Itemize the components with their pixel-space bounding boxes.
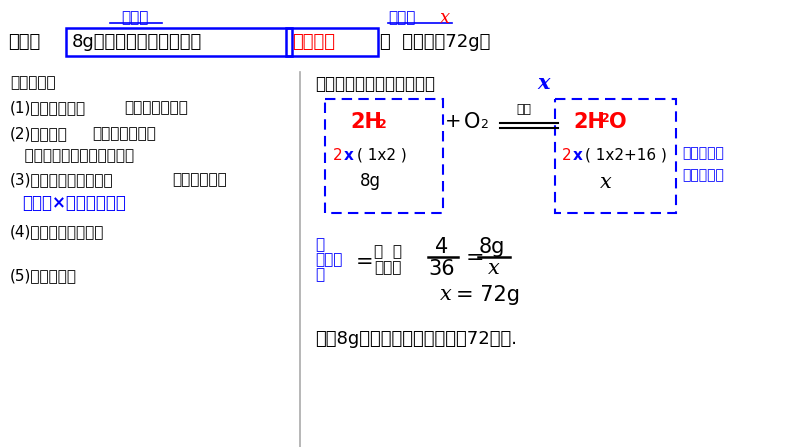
Text: x: x — [537, 73, 549, 93]
Text: 2: 2 — [562, 148, 572, 163]
Text: ？  （答案：72g）: ？ （答案：72g） — [380, 33, 491, 51]
Text: x: x — [488, 259, 500, 278]
Text: 8g: 8g — [479, 237, 505, 257]
Text: 论质量: 论质量 — [315, 252, 342, 267]
Text: 8g: 8g — [360, 172, 381, 190]
Text: ( 1x2 ): ( 1x2 ) — [357, 148, 407, 163]
Text: 比: 比 — [315, 267, 324, 282]
Text: =: = — [356, 252, 374, 272]
Text: x: x — [573, 148, 583, 163]
Text: 例题：: 例题： — [8, 33, 40, 51]
Text: (5)完善解设答: (5)完善解设答 — [10, 268, 77, 283]
Text: 答：8g氢气完全燃烧可以产生72克水.: 答：8g氢气完全燃烧可以产生72克水. — [315, 330, 517, 348]
Text: 8g氢气完全燃烧可以产生: 8g氢气完全燃烧可以产生 — [72, 33, 202, 51]
Text: 质量比: 质量比 — [374, 260, 402, 275]
Text: (4)列出比列式，求解: (4)列出比列式，求解 — [10, 224, 104, 239]
Text: 36: 36 — [429, 259, 455, 279]
Text: O: O — [464, 112, 480, 132]
Text: x: x — [440, 285, 452, 304]
Text: 2H: 2H — [573, 112, 605, 132]
Text: 理论上质量比: 理论上质量比 — [172, 172, 227, 187]
Text: 相关化学方程式: 相关化学方程式 — [124, 100, 188, 115]
Text: 实际质量比: 实际质量比 — [682, 168, 724, 182]
Text: (3)算出已知量与待求量: (3)算出已知量与待求量 — [10, 172, 114, 187]
Text: 待求量: 待求量 — [388, 10, 415, 25]
Text: 2: 2 — [601, 112, 610, 125]
Text: 2H: 2H — [350, 112, 382, 132]
Text: 已知量与待求量: 已知量与待求量 — [92, 126, 156, 141]
Text: 4: 4 — [435, 237, 449, 257]
Text: 点燃: 点燃 — [516, 103, 531, 116]
Text: 实  际: 实 际 — [374, 244, 402, 259]
Text: x: x — [600, 173, 611, 192]
Text: = 72g: = 72g — [456, 285, 520, 305]
Text: 已知量: 已知量 — [121, 10, 148, 25]
Text: 2: 2 — [378, 118, 387, 131]
Text: 2: 2 — [480, 118, 488, 131]
Text: 2: 2 — [333, 148, 343, 163]
Text: 解题步骤：: 解题步骤： — [10, 75, 56, 90]
Text: +: + — [445, 112, 461, 131]
Text: (2)读题找出: (2)读题找出 — [10, 126, 67, 141]
Text: ( 1x2+16 ): ( 1x2+16 ) — [585, 148, 667, 163]
Text: (1)空一行，写出: (1)空一行，写出 — [10, 100, 86, 115]
Text: 理论质量比: 理论质量比 — [682, 146, 724, 160]
Text: O: O — [609, 112, 626, 132]
Text: 理: 理 — [315, 237, 324, 252]
Text: 解：设可以产生水的质量为: 解：设可以产生水的质量为 — [315, 75, 435, 93]
Text: x: x — [440, 9, 450, 27]
Text: 多少克水: 多少克水 — [292, 33, 335, 51]
Text: 空一行，标在对应物质下方: 空一行，标在对应物质下方 — [10, 148, 134, 163]
Text: x: x — [344, 148, 354, 163]
Text: =: = — [466, 248, 484, 268]
Text: 计量数×相对分子质量: 计量数×相对分子质量 — [22, 194, 126, 212]
